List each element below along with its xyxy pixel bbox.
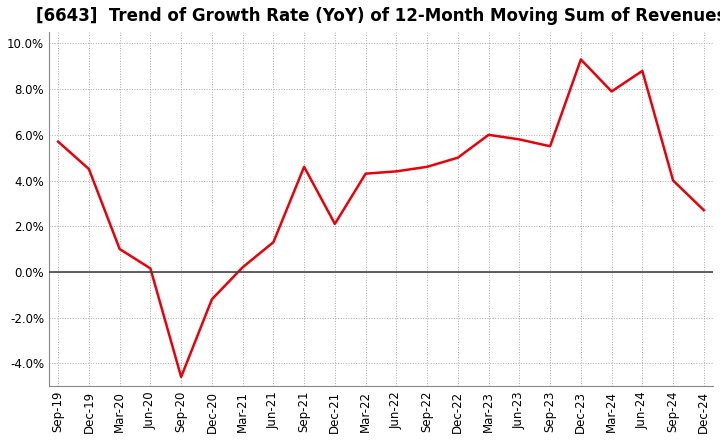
Title: [6643]  Trend of Growth Rate (YoY) of 12-Month Moving Sum of Revenues: [6643] Trend of Growth Rate (YoY) of 12-… [36, 7, 720, 25]
